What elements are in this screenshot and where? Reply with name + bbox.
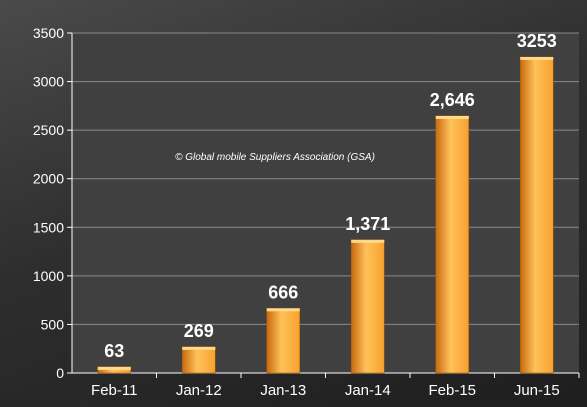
- y-tick-label: 3500: [33, 25, 64, 41]
- y-tick-label: 1000: [33, 268, 64, 284]
- data-label: 1,371: [345, 214, 390, 234]
- bars: [97, 56, 554, 374]
- data-label: 269: [184, 321, 214, 341]
- bar-top-highlight: [182, 346, 216, 350]
- axes: 0 500 1000 1500 2000 2500 3000 3500: [33, 25, 580, 381]
- y-tick-label: 0: [56, 365, 64, 381]
- bar-top-highlight: [266, 308, 300, 312]
- bar-top-highlight: [97, 366, 131, 370]
- data-label: 3253: [517, 31, 557, 51]
- x-tick-label: Jan-13: [260, 382, 306, 399]
- bar-top-highlight: [351, 239, 385, 243]
- bar: [181, 346, 216, 374]
- y-tick-label: 2000: [33, 171, 64, 187]
- labels: Feb-11 63 Jan-12 269 Jan-13 666 Jan-14 1,371 Feb…: [91, 31, 560, 399]
- bar-top-highlight: [520, 56, 554, 60]
- bar: [519, 56, 554, 374]
- y-tick-label: 2500: [33, 122, 64, 138]
- bar-top-highlight: [435, 115, 469, 119]
- x-tick-label: Feb-11: [91, 382, 137, 399]
- bar: [350, 239, 385, 374]
- y-tick-label: 3000: [33, 74, 64, 90]
- bar: [435, 115, 470, 374]
- x-tick-label: Jan-14: [345, 382, 391, 399]
- y-tick-label: 1500: [33, 219, 64, 235]
- gridlines: [72, 32, 579, 325]
- x-tick-label: Feb-15: [428, 382, 476, 399]
- x-tick-label: Jan-12: [176, 382, 222, 399]
- source-annotation: © Global mobile Suppliers Association (G…: [175, 152, 375, 163]
- bar: [266, 308, 301, 374]
- x-tick-label: Jun-15: [514, 382, 560, 399]
- data-label: 2,646: [430, 90, 475, 110]
- data-label: 666: [268, 282, 298, 302]
- y-tick-label: 500: [41, 316, 65, 332]
- data-label: 63: [104, 341, 124, 361]
- plot-area: [72, 33, 579, 373]
